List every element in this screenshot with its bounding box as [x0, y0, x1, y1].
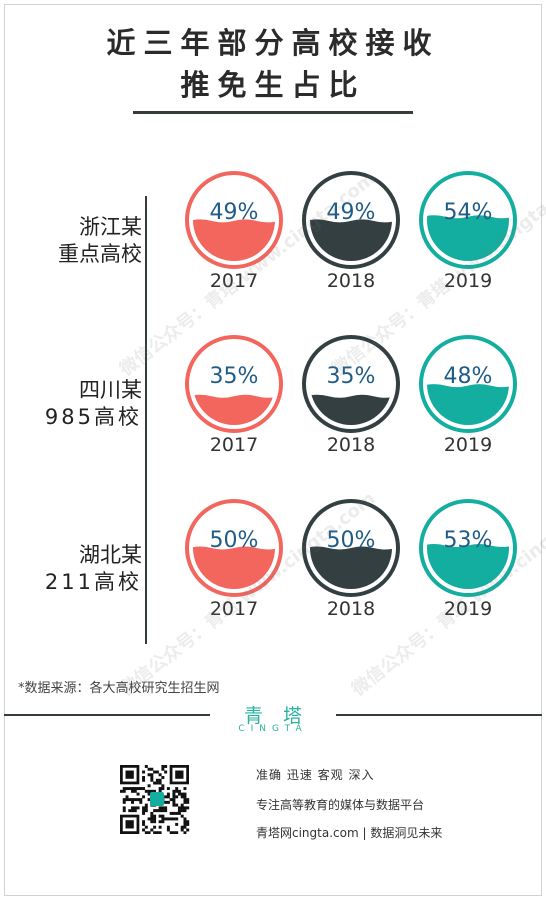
gauge-year-label-0-2: 2019	[443, 270, 493, 292]
row-label-0: 浙江某 重点高校	[30, 214, 142, 268]
gauge-fill-2-1	[310, 546, 392, 589]
data-source-note: *数据来源：各大高校研究生招生网	[18, 681, 220, 696]
website-line: 青塔网cingta.com | 数据洞见未来	[256, 826, 443, 840]
gauge-fill-0-1	[310, 219, 392, 261]
slogan: 准确 迅速 客观 深入	[256, 768, 375, 782]
gauge-year-label-0-0: 2017	[209, 270, 259, 292]
gauge-fill-2-0	[193, 546, 275, 589]
chart-title-line1: 近三年部分高校接收	[106, 26, 440, 60]
gauge-value-label-1-1: 35%	[326, 364, 376, 389]
gauge-value-label-2-0: 50%	[209, 528, 259, 553]
gauge-value-label-2-2: 53%	[443, 528, 493, 553]
gauge-fill-0-2	[427, 215, 509, 261]
chart-title-line2: 推免生占比	[180, 68, 366, 102]
gauge-year-label-1-2: 2019	[443, 434, 493, 456]
qr-code-icon	[117, 765, 192, 834]
gauge-value-label-1-2: 48%	[443, 364, 493, 389]
gauge-fill-0-0	[193, 219, 275, 261]
gauge-fill-1-2	[427, 384, 509, 425]
row-label-1-line1: 四川某	[79, 378, 142, 402]
row-label-1-line2: 985高校	[44, 405, 142, 429]
gauge-year-label-1-0: 2017	[209, 434, 259, 456]
row-label-2-line1: 湖北某	[79, 543, 142, 567]
gauge-year-label-2-1: 2018	[326, 598, 376, 620]
title-underline	[133, 111, 413, 114]
footer-rule-left	[4, 714, 210, 716]
page-frame	[4, 4, 542, 896]
row-divider-line	[145, 196, 147, 644]
tagline: 专注高等教育的媒体与数据平台	[256, 798, 425, 812]
gauge-year-label-2-0: 2017	[209, 598, 259, 620]
gauge-fill-2-2	[427, 544, 509, 589]
row-label-1: 四川某 985高校	[30, 377, 142, 431]
footer-rule-right	[336, 714, 542, 716]
row-label-2-line2: 211高校	[44, 570, 142, 594]
brand-name-en: CINGTA	[238, 724, 308, 734]
row-label-0-line1: 浙江某	[79, 215, 142, 239]
gauge-year-label-1-1: 2018	[326, 434, 376, 456]
brand-name-cn: 青塔	[243, 705, 322, 727]
gauge-year-label-2-2: 2019	[443, 598, 493, 620]
row-label-0-line2: 重点高校	[58, 242, 142, 266]
gauge-value-label-0-1: 49%	[326, 200, 376, 225]
row-label-2: 湖北某 211高校	[30, 542, 142, 596]
gauge-value-label-1-0: 35%	[209, 364, 259, 389]
gauge-value-label-0-0: 49%	[209, 200, 259, 225]
gauge-value-label-2-1: 50%	[326, 528, 376, 553]
gauge-year-label-0-1: 2018	[326, 270, 376, 292]
gauge-value-label-0-2: 54%	[443, 200, 493, 225]
